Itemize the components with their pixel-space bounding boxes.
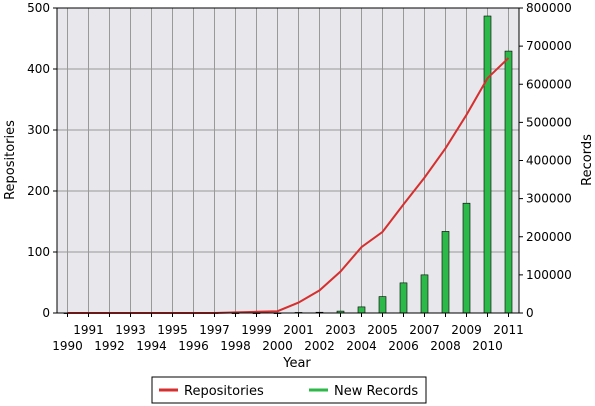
y-right-tick-label-500000: 500000 bbox=[526, 115, 572, 129]
x-tick-label-2000: 2000 bbox=[262, 339, 293, 353]
bar-new-records-2010 bbox=[483, 15, 492, 314]
bar-new-records-2004 bbox=[357, 306, 366, 314]
legend-box bbox=[151, 376, 427, 404]
legend: Repositories New Records bbox=[151, 376, 427, 404]
y-right-tick-label-200000: 200000 bbox=[526, 230, 572, 244]
x-tick-label-1995: 1995 bbox=[157, 323, 188, 337]
bar-new-records-2008 bbox=[441, 231, 450, 314]
y-left-tick-label-300: 300 bbox=[27, 123, 50, 137]
y-right-tick-label-400000: 400000 bbox=[526, 154, 572, 168]
legend-label-new-records: New Records bbox=[334, 384, 418, 399]
bars-new-records bbox=[63, 15, 513, 314]
y-left-tick-label-0: 0 bbox=[42, 306, 50, 320]
x-tick-label-2004: 2004 bbox=[346, 339, 377, 353]
y-left-tick-label-100: 100 bbox=[27, 245, 50, 259]
y-left-tick-label-400: 400 bbox=[27, 62, 50, 76]
x-tick-label-2002: 2002 bbox=[304, 339, 335, 353]
y-axis-label-left: Repositories bbox=[3, 120, 18, 200]
y-left-tick-label-200: 200 bbox=[27, 184, 50, 198]
x-tick-label-2009: 2009 bbox=[451, 323, 482, 337]
x-tick-label-1993: 1993 bbox=[115, 323, 146, 337]
x-ticks: 1990 1991 1992 1993 1994 1995 1996 1997 1998 1999… bbox=[52, 313, 524, 353]
x-tick-label-1999: 1999 bbox=[241, 323, 272, 337]
x-tick-label-1990: 1990 bbox=[52, 339, 83, 353]
x-tick-label-2007: 2007 bbox=[409, 323, 440, 337]
x-tick-label-2006: 2006 bbox=[388, 339, 419, 353]
y-right-tick-label-700000: 700000 bbox=[526, 39, 572, 53]
x-tick-label-2008: 2008 bbox=[430, 339, 461, 353]
x-tick-label-2011: 2011 bbox=[493, 323, 524, 337]
y-right-tick-label-600000: 600000 bbox=[526, 77, 572, 91]
plot-background bbox=[57, 8, 519, 313]
x-tick-label-1991: 1991 bbox=[73, 323, 104, 337]
x-tick-label-1996: 1996 bbox=[178, 339, 209, 353]
x-tick-label-2001: 2001 bbox=[283, 323, 314, 337]
bar-new-records-2005 bbox=[378, 296, 387, 314]
bar-new-records-2006 bbox=[399, 282, 408, 314]
y-ticks-right: 0 100000 200000 300000 400000 500000 600000 700… bbox=[519, 1, 572, 320]
bar-new-records-2009 bbox=[462, 202, 471, 314]
x-tick-label-2010: 2010 bbox=[472, 339, 503, 353]
y-right-tick-label-800000: 800000 bbox=[526, 1, 572, 15]
legend-label-repositories: Repositories bbox=[184, 384, 264, 399]
x-tick-label-1998: 1998 bbox=[220, 339, 251, 353]
x-tick-label-1992: 1992 bbox=[94, 339, 125, 353]
x-tick-label-1997: 1997 bbox=[199, 323, 230, 337]
y-axis-label-right: Records bbox=[580, 134, 595, 186]
bar-new-records-2007 bbox=[420, 274, 429, 314]
y-left-tick-label-500: 500 bbox=[27, 1, 50, 15]
x-axis-label: Year bbox=[282, 356, 311, 371]
x-tick-label-1994: 1994 bbox=[136, 339, 167, 353]
x-tick-label-2005: 2005 bbox=[367, 323, 398, 337]
x-tick-label-2003: 2003 bbox=[325, 323, 356, 337]
y-right-tick-label-0: 0 bbox=[526, 306, 534, 320]
y-right-tick-label-100000: 100000 bbox=[526, 268, 572, 282]
y-right-tick-label-300000: 300000 bbox=[526, 192, 572, 206]
bar-new-records-2011 bbox=[504, 50, 513, 314]
y-ticks-left: 0 100 200 300 400 500 bbox=[27, 1, 57, 320]
